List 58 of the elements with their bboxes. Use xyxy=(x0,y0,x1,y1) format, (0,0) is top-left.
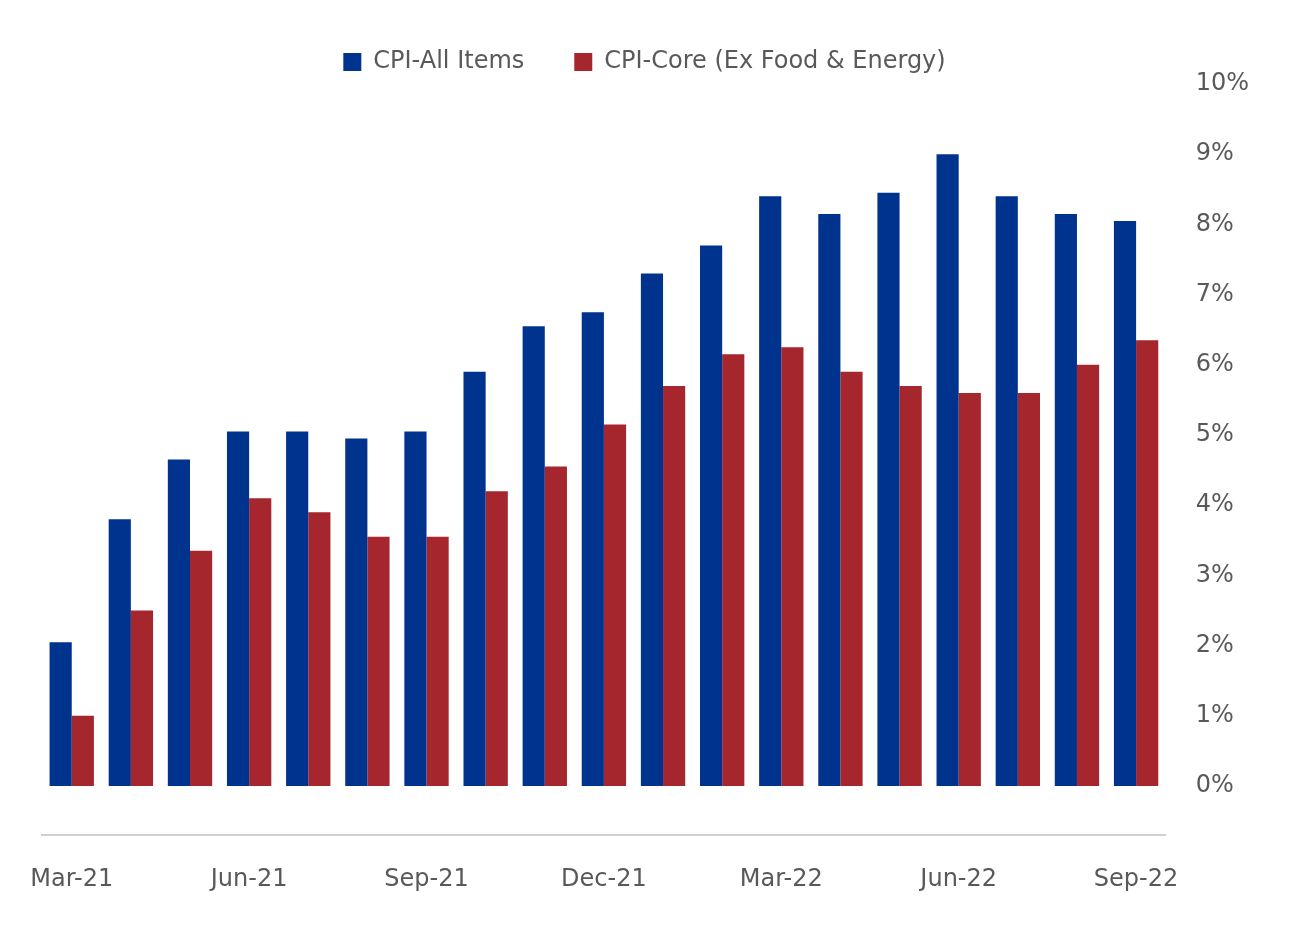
bar xyxy=(818,213,841,787)
bar xyxy=(71,715,94,787)
bar xyxy=(544,466,567,787)
bar xyxy=(522,326,545,787)
bar xyxy=(367,536,390,787)
bar xyxy=(581,312,604,787)
y-tick-label: 6% xyxy=(1195,349,1234,378)
bar xyxy=(700,245,723,787)
bar xyxy=(249,498,272,787)
bar xyxy=(759,196,782,787)
x-tick-label: Mar-21 xyxy=(30,863,114,892)
bar xyxy=(308,512,331,787)
bar xyxy=(899,385,922,787)
bar xyxy=(663,385,686,787)
y-tick-label: 7% xyxy=(1195,278,1234,307)
bar xyxy=(958,392,981,787)
y-tick-label: 2% xyxy=(1195,629,1234,658)
y-tick-label: 10% xyxy=(1195,68,1249,97)
bar xyxy=(286,431,309,787)
y-tick-label: 9% xyxy=(1195,138,1234,167)
bar xyxy=(49,642,72,787)
bar xyxy=(463,371,486,787)
x-tick-label: Dec-21 xyxy=(561,863,647,892)
bar xyxy=(130,610,154,787)
x-tick-label: Sep-22 xyxy=(1093,863,1179,892)
y-tick-label: 5% xyxy=(1195,419,1234,448)
bar xyxy=(345,438,368,787)
y-tick-label: 1% xyxy=(1195,700,1234,729)
x-tick-label: Sep-21 xyxy=(384,863,469,892)
legend-label: CPI-All Items xyxy=(373,46,525,75)
legend-label: CPI-Core (Ex Food & Energy) xyxy=(604,46,946,75)
bar xyxy=(936,154,959,787)
x-tick-label: Jun-21 xyxy=(208,863,288,892)
bar xyxy=(426,536,449,787)
bar xyxy=(485,491,508,787)
bar xyxy=(226,431,250,787)
bar xyxy=(1076,364,1100,787)
bar xyxy=(995,196,1018,787)
bar xyxy=(1113,220,1137,787)
bar xyxy=(722,354,745,787)
x-tick-label: Mar-22 xyxy=(739,863,823,892)
y-tick-label: 3% xyxy=(1195,559,1234,588)
bar xyxy=(840,371,863,787)
bar xyxy=(781,347,804,787)
bar xyxy=(603,424,627,787)
y-tick-label: 0% xyxy=(1195,770,1234,799)
bar xyxy=(640,273,664,787)
bar xyxy=(404,431,427,787)
bar xyxy=(167,459,190,787)
bar xyxy=(108,519,131,787)
y-tick-label: 8% xyxy=(1195,208,1234,237)
y-tick-label: 4% xyxy=(1195,489,1234,518)
x-tick-label: Jun-22 xyxy=(918,863,998,892)
bar xyxy=(1136,340,1159,787)
bar xyxy=(1017,392,1040,787)
bar xyxy=(190,550,213,787)
bar xyxy=(877,192,900,787)
bar xyxy=(1054,213,1077,787)
